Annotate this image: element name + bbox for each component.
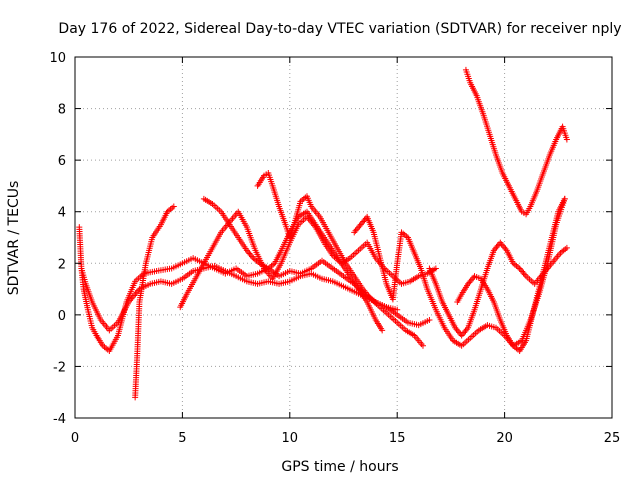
series-track-h	[426, 239, 570, 339]
y-tick-label: 10	[49, 51, 66, 66]
plot-frame	[74, 56, 613, 419]
chart-title: Day 176 of 2022, Sidereal Day-to-day VTE…	[58, 21, 621, 37]
x-axis-label: GPS time / hours	[281, 459, 398, 475]
series-track-e	[200, 195, 386, 334]
data-point	[379, 327, 386, 334]
series-track-g	[351, 195, 568, 349]
ticks-layer: 0 5 10 15 20 25 -4 -2 0 2 4 6 8 10	[49, 51, 620, 446]
y-tick-label: 6	[58, 154, 66, 169]
series-track-d	[177, 208, 439, 311]
data-point	[432, 265, 439, 272]
data-point	[426, 317, 433, 324]
series-track-j	[462, 66, 570, 218]
y-tick-label: -4	[53, 412, 66, 427]
series-track-c	[132, 203, 177, 401]
data-point	[561, 195, 568, 202]
x-tick-label: 10	[282, 431, 299, 446]
data-point	[563, 136, 570, 143]
marks-layer	[76, 66, 570, 401]
data-point	[394, 306, 401, 313]
x-tick-label: 25	[604, 431, 621, 446]
y-tick-label: 2	[58, 257, 66, 272]
series-track-b	[78, 262, 433, 334]
y-tick-label: -2	[53, 360, 66, 375]
x-tick-label: 5	[178, 431, 186, 446]
series-track-f	[254, 170, 426, 349]
y-tick-label: 4	[58, 206, 66, 221]
series-track-i	[454, 195, 568, 354]
grid-layer	[75, 57, 612, 418]
y-tick-label: 0	[58, 309, 66, 324]
data-point	[419, 342, 426, 349]
y-axis-label: SDTVAR / TECUs	[6, 181, 22, 296]
x-tick-label: 0	[71, 431, 79, 446]
data-point	[170, 203, 177, 210]
x-tick-label: 15	[389, 431, 406, 446]
data-point	[563, 244, 570, 251]
y-tick-label: 8	[58, 103, 66, 118]
x-tick-label: 20	[496, 431, 513, 446]
